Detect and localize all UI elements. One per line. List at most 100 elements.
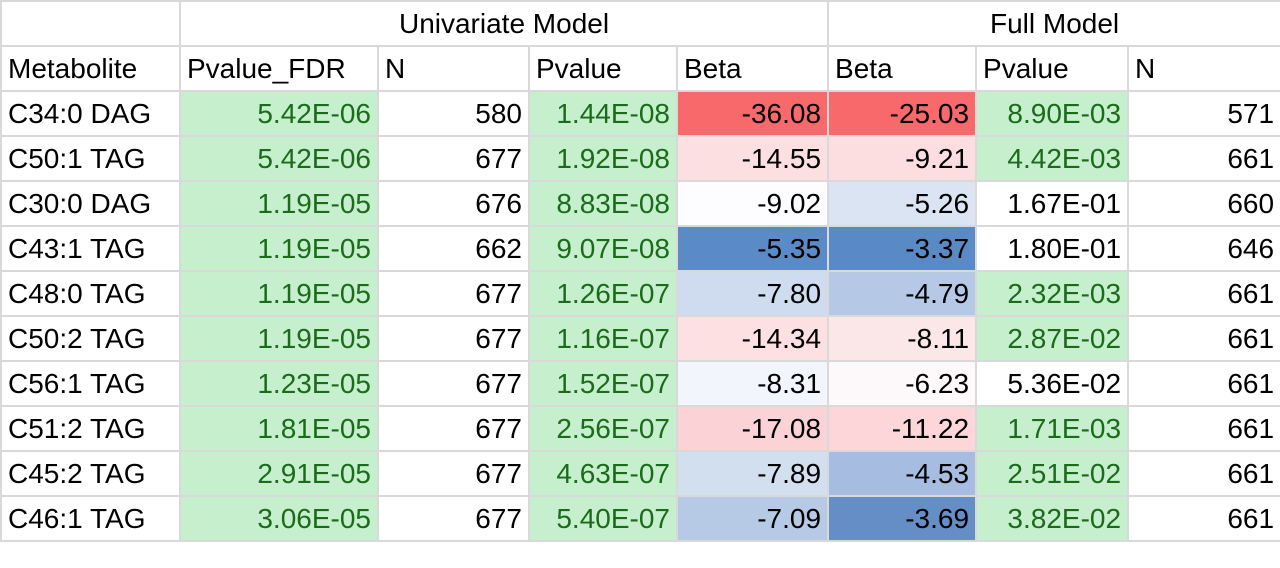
n-univariate-cell: 677 bbox=[377, 270, 530, 317]
beta-full-cell: -5.26 bbox=[827, 180, 978, 227]
n-univariate-cell: 676 bbox=[377, 180, 530, 227]
beta-full-cell: -6.23 bbox=[827, 360, 978, 407]
metabolite-cell: C30:0 DAG bbox=[0, 180, 181, 227]
pvalue-fdr-cell: 3.06E-05 bbox=[179, 495, 379, 542]
table-row: C56:1 TAG 1.23E-05 677 1.52E-07 -8.31 -6.23 5.… bbox=[0, 360, 1280, 407]
results-table: Univariate Model Full Model Metabolite P… bbox=[0, 0, 1280, 542]
metabolite-cell: C56:1 TAG bbox=[0, 360, 181, 407]
metabolite-cell: C50:2 TAG bbox=[0, 315, 181, 362]
beta-univariate-cell: -7.80 bbox=[675, 270, 830, 317]
pvalue-full-cell: 8.90E-03 bbox=[975, 90, 1130, 137]
n-full-cell: 661 bbox=[1127, 315, 1280, 362]
pvalue-fdr-cell: 1.19E-05 bbox=[179, 315, 379, 362]
n-full-cell: 661 bbox=[1127, 135, 1280, 182]
pvalue-fdr-cell: 1.23E-05 bbox=[179, 360, 379, 407]
pvalue-univariate-cell: 8.83E-08 bbox=[528, 180, 678, 227]
beta-full-cell: -11.22 bbox=[827, 405, 978, 452]
pvalue-full-cell: 3.82E-02 bbox=[975, 495, 1130, 542]
pvalue-full-cell: 4.42E-03 bbox=[975, 135, 1130, 182]
n-full-cell: 661 bbox=[1127, 405, 1280, 452]
full-model-header: Full Model bbox=[827, 0, 1280, 47]
pvalue-univariate-cell: 1.26E-07 bbox=[528, 270, 678, 317]
pvalue-univariate-cell: 1.92E-08 bbox=[528, 135, 678, 182]
pvalue-univariate-cell: 1.52E-07 bbox=[528, 360, 678, 407]
beta-full-cell: -9.21 bbox=[827, 135, 978, 182]
beta-univariate-cell: -14.55 bbox=[675, 135, 830, 182]
beta-univariate-cell: -5.35 bbox=[675, 225, 830, 272]
metabolite-cell: C45:2 TAG bbox=[0, 450, 181, 497]
table-row: C50:2 TAG 1.19E-05 677 1.16E-07 -14.34 -8.11 2… bbox=[0, 315, 1280, 362]
n-full-cell: 661 bbox=[1127, 270, 1280, 317]
table-row: C43:1 TAG 1.19E-05 662 9.07E-08 -5.35 -3.37 1.… bbox=[0, 225, 1280, 272]
group-header-row: Univariate Model Full Model bbox=[0, 0, 1280, 47]
beta-univariate-cell: -8.31 bbox=[675, 360, 830, 407]
n-univariate-cell: 677 bbox=[377, 495, 530, 542]
n-full-cell: 661 bbox=[1127, 495, 1280, 542]
corner-cell bbox=[0, 0, 181, 47]
pvalue-fdr-cell: 5.42E-06 bbox=[179, 90, 379, 137]
n-full-cell: 661 bbox=[1127, 360, 1280, 407]
beta-univariate-cell: -7.09 bbox=[675, 495, 830, 542]
n-full-cell: 646 bbox=[1127, 225, 1280, 272]
col-header-pvalue-fdr: Pvalue_FDR bbox=[179, 45, 379, 92]
n-full-cell: 660 bbox=[1127, 180, 1280, 227]
pvalue-full-cell: 1.80E-01 bbox=[975, 225, 1130, 272]
n-full-cell: 661 bbox=[1127, 450, 1280, 497]
pvalue-fdr-cell: 2.91E-05 bbox=[179, 450, 379, 497]
pvalue-full-cell: 2.87E-02 bbox=[975, 315, 1130, 362]
beta-full-cell: -3.69 bbox=[827, 495, 978, 542]
n-univariate-cell: 677 bbox=[377, 405, 530, 452]
beta-univariate-cell: -36.08 bbox=[675, 90, 830, 137]
pvalue-fdr-cell: 1.19E-05 bbox=[179, 270, 379, 317]
pvalue-fdr-cell: 1.19E-05 bbox=[179, 225, 379, 272]
col-header-beta-full: Beta bbox=[827, 45, 978, 92]
n-univariate-cell: 662 bbox=[377, 225, 530, 272]
n-full-cell: 571 bbox=[1127, 90, 1280, 137]
column-header-row: Metabolite Pvalue_FDR N Pvalue Beta Beta… bbox=[0, 45, 1280, 92]
beta-full-cell: -3.37 bbox=[827, 225, 978, 272]
metabolite-cell: C43:1 TAG bbox=[0, 225, 181, 272]
table-row: C48:0 TAG 1.19E-05 677 1.26E-07 -7.80 -4.79 2.… bbox=[0, 270, 1280, 317]
table-row: C45:2 TAG 2.91E-05 677 4.63E-07 -7.89 -4.53 2.… bbox=[0, 450, 1280, 497]
table-row: C34:0 DAG 5.42E-06 580 1.44E-08 -36.08 -25.03… bbox=[0, 90, 1280, 137]
beta-univariate-cell: -14.34 bbox=[675, 315, 830, 362]
beta-full-cell: -25.03 bbox=[827, 90, 978, 137]
pvalue-univariate-cell: 1.16E-07 bbox=[528, 315, 678, 362]
pvalue-fdr-cell: 5.42E-06 bbox=[179, 135, 379, 182]
pvalue-univariate-cell: 1.44E-08 bbox=[528, 90, 678, 137]
pvalue-univariate-cell: 9.07E-08 bbox=[528, 225, 678, 272]
metabolite-cell: C48:0 TAG bbox=[0, 270, 181, 317]
pvalue-full-cell: 1.67E-01 bbox=[975, 180, 1130, 227]
table-row: C51:2 TAG 1.81E-05 677 2.56E-07 -17.08 -11.22… bbox=[0, 405, 1280, 452]
beta-full-cell: -4.79 bbox=[827, 270, 978, 317]
pvalue-fdr-cell: 1.19E-05 bbox=[179, 180, 379, 227]
col-header-pvalue-univariate: Pvalue bbox=[528, 45, 678, 92]
beta-full-cell: -8.11 bbox=[827, 315, 978, 362]
univariate-model-header: Univariate Model bbox=[178, 0, 830, 47]
n-univariate-cell: 580 bbox=[377, 90, 530, 137]
table-row: C46:1 TAG 3.06E-05 677 5.40E-07 -7.09 -3.69 3.… bbox=[0, 495, 1280, 542]
pvalue-full-cell: 2.51E-02 bbox=[975, 450, 1130, 497]
n-univariate-cell: 677 bbox=[377, 360, 530, 407]
col-header-n-full: N bbox=[1127, 45, 1280, 92]
n-univariate-cell: 677 bbox=[377, 450, 530, 497]
table-row: C50:1 TAG 5.42E-06 677 1.92E-08 -14.55 -9.21 4… bbox=[0, 135, 1280, 182]
n-univariate-cell: 677 bbox=[377, 315, 530, 362]
pvalue-full-cell: 2.32E-03 bbox=[975, 270, 1130, 317]
col-header-metabolite: Metabolite bbox=[0, 45, 181, 92]
pvalue-univariate-cell: 5.40E-07 bbox=[528, 495, 678, 542]
pvalue-full-cell: 1.71E-03 bbox=[975, 405, 1130, 452]
metabolite-cell: C34:0 DAG bbox=[0, 90, 181, 137]
beta-univariate-cell: -17.08 bbox=[675, 405, 830, 452]
metabolite-cell: C46:1 TAG bbox=[0, 495, 181, 542]
col-header-n-univariate: N bbox=[377, 45, 530, 92]
beta-univariate-cell: -9.02 bbox=[675, 180, 830, 227]
col-header-beta-univariate: Beta bbox=[675, 45, 830, 92]
beta-univariate-cell: -7.89 bbox=[675, 450, 830, 497]
beta-full-cell: -4.53 bbox=[827, 450, 978, 497]
pvalue-full-cell: 5.36E-02 bbox=[975, 360, 1130, 407]
n-univariate-cell: 677 bbox=[377, 135, 530, 182]
table-row: C30:0 DAG 1.19E-05 676 8.83E-08 -9.02 -5.26 1.… bbox=[0, 180, 1280, 227]
pvalue-fdr-cell: 1.81E-05 bbox=[179, 405, 379, 452]
metabolite-cell: C51:2 TAG bbox=[0, 405, 181, 452]
